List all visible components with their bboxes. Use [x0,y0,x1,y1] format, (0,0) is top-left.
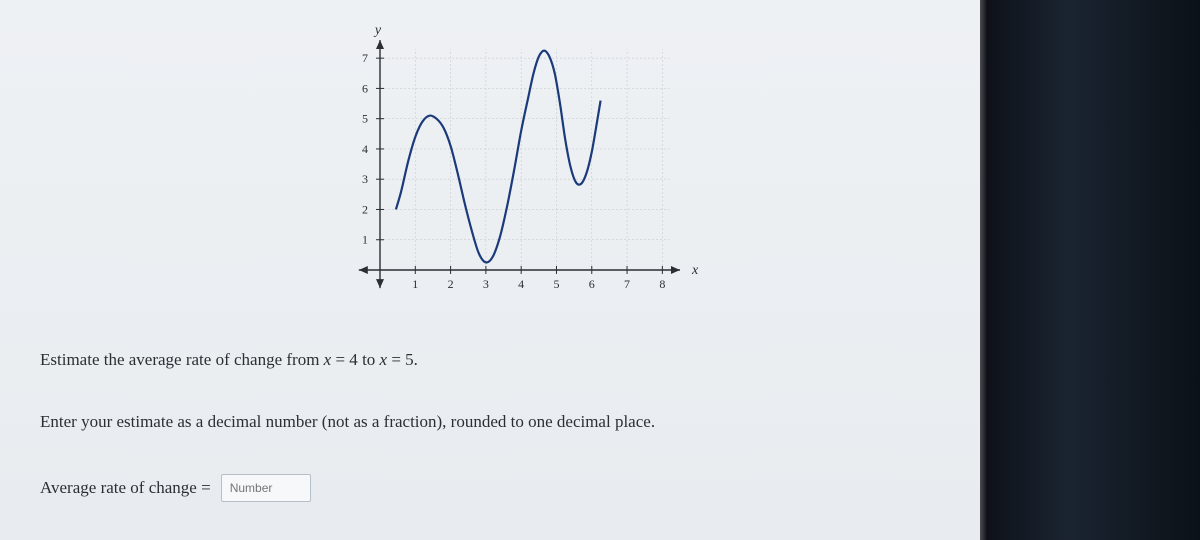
chart-svg: 1 2 3 4 5 6 7 8 1 2 3 4 5 6 7 x y [320,10,740,310]
svg-text:2: 2 [448,277,454,291]
photo-dark-edge [980,0,1200,540]
svg-text:1: 1 [412,277,418,291]
q1-eq2: = 5. [387,350,418,369]
answer-label: Average rate of change = [40,478,211,498]
answer-input[interactable] [221,474,311,502]
question-line-1: Estimate the average rate of change from… [40,350,940,370]
svg-text:1: 1 [362,233,368,247]
svg-text:5: 5 [362,112,368,126]
q1-mid: to [358,350,380,369]
q1-pre: Estimate the average rate of change from [40,350,324,369]
svg-text:y: y [373,23,382,38]
svg-text:7: 7 [624,277,630,291]
question-line-2: Enter your estimate as a decimal number … [40,412,940,432]
function-graph: 1 2 3 4 5 6 7 8 1 2 3 4 5 6 7 x y [320,10,740,310]
svg-text:7: 7 [362,51,368,65]
svg-text:4: 4 [362,142,368,156]
svg-text:6: 6 [362,81,368,95]
question-panel: 1 2 3 4 5 6 7 8 1 2 3 4 5 6 7 x y Estimate the average r… [0,0,980,540]
svg-text:x: x [691,263,699,278]
svg-text:3: 3 [483,277,489,291]
svg-text:6: 6 [589,277,595,291]
svg-text:8: 8 [659,277,665,291]
q1-eq1: = 4 [331,350,358,369]
answer-row: Average rate of change = [40,474,940,502]
svg-text:4: 4 [518,277,524,291]
svg-text:3: 3 [362,172,368,186]
svg-text:2: 2 [362,202,368,216]
svg-text:5: 5 [553,277,559,291]
q1-var2: x [380,350,388,369]
